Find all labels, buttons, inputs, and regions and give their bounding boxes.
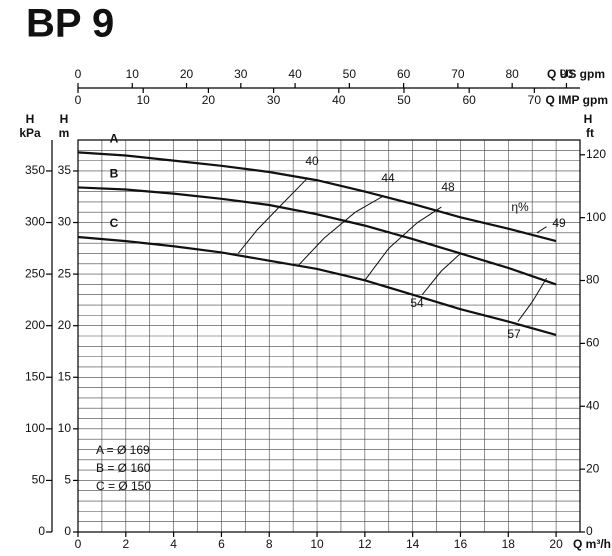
pump-curve	[77, 235, 557, 337]
kpa-tick-label: 250	[25, 266, 45, 280]
kpa-tick-label: 100	[25, 421, 45, 435]
us-tick-label: 10	[126, 67, 140, 81]
ft-axis-symbol: H	[584, 112, 593, 126]
imp-axis-label: Q IMP gpm	[546, 93, 608, 107]
x-axis-label: Q m³/h	[573, 537, 611, 551]
efficiency-line	[536, 226, 547, 234]
imp-tick-label: 0	[75, 93, 82, 107]
imp-tick-label: 10	[137, 93, 151, 107]
legend-entry: A = Ø 169	[96, 443, 150, 457]
us-tick-label: 60	[397, 67, 411, 81]
imp-tick-label: 20	[202, 93, 216, 107]
efficiency-label: 44	[381, 171, 395, 185]
x-tick-label: 4	[170, 537, 177, 551]
efficiency-label: 48	[441, 180, 455, 194]
us-tick-label: 20	[180, 67, 194, 81]
x-tick-label: 20	[549, 537, 563, 551]
y-tick-label: 0	[64, 524, 71, 538]
efficiency-line	[421, 253, 461, 296]
y-axis-symbol: H	[60, 112, 69, 126]
efficiency-label: 57	[507, 327, 521, 341]
pump-curve	[77, 151, 557, 243]
kpa-tick-label: 350	[25, 163, 45, 177]
kpa-axis-symbol: H	[26, 112, 35, 126]
ft-tick-label: 80	[586, 273, 600, 287]
efficiency-title: η%	[511, 200, 529, 214]
y-tick-label: 30	[58, 215, 72, 229]
y-axis-unit: m	[59, 126, 70, 140]
efficiency-label: 40	[305, 154, 319, 168]
imp-tick-label: 50	[397, 93, 411, 107]
curve-label: A	[110, 132, 119, 146]
kpa-tick-label: 300	[25, 215, 45, 229]
ft-tick-label: 120	[586, 147, 606, 161]
legend-entry: B = Ø 160	[96, 461, 151, 475]
us-tick-label: 40	[288, 67, 302, 81]
kpa-tick-label: 150	[25, 369, 45, 383]
ft-tick-label: 20	[586, 461, 600, 475]
y-tick-label: 15	[58, 369, 72, 383]
us-axis-label: Q US gpm	[547, 67, 605, 81]
kpa-axis-unit: kPa	[19, 126, 41, 140]
x-tick-label: 12	[358, 537, 372, 551]
x-tick-label: 10	[310, 537, 324, 551]
us-tick-label: 30	[234, 67, 248, 81]
x-tick-label: 2	[122, 537, 129, 551]
ft-tick-label: 60	[586, 336, 600, 350]
y-tick-label: 20	[58, 318, 72, 332]
x-tick-label: 14	[406, 537, 420, 551]
us-tick-label: 0	[75, 67, 82, 81]
imp-tick-label: 40	[332, 93, 346, 107]
x-tick-label: 18	[502, 537, 516, 551]
us-tick-label: 90	[560, 67, 574, 81]
plot-frame	[77, 139, 581, 533]
ft-tick-label: 0	[586, 524, 593, 538]
efficiency-line	[297, 195, 385, 267]
efficiency-line	[517, 277, 547, 322]
us-tick-label: 80	[505, 67, 519, 81]
imp-tick-label: 60	[462, 93, 476, 107]
curve-label: C	[110, 216, 119, 230]
x-tick-label: 8	[266, 537, 273, 551]
y-tick-label: 25	[58, 266, 72, 280]
kpa-tick-label: 0	[38, 524, 45, 538]
x-tick-label: 0	[75, 537, 82, 551]
pump-curve	[77, 186, 557, 286]
ft-tick-label: 40	[586, 398, 600, 412]
x-tick-label: 16	[454, 537, 468, 551]
us-tick-label: 50	[343, 67, 357, 81]
ft-axis-unit: ft	[586, 126, 594, 140]
kpa-tick-label: 200	[25, 318, 45, 332]
curve-label: B	[110, 167, 119, 181]
x-tick-label: 6	[218, 537, 225, 551]
us-tick-label: 70	[451, 67, 465, 81]
y-tick-label: 5	[64, 473, 71, 487]
legend-entry: C = Ø 150	[96, 479, 151, 493]
imp-tick-label: 70	[528, 93, 542, 107]
efficiency-label: 49	[552, 216, 566, 230]
y-tick-label: 10	[58, 421, 72, 435]
kpa-tick-label: 50	[32, 473, 46, 487]
y-tick-label: 35	[58, 163, 72, 177]
ft-tick-label: 100	[586, 210, 606, 224]
efficiency-line	[237, 177, 308, 254]
imp-tick-label: 30	[267, 93, 281, 107]
efficiency-label: 54	[410, 296, 424, 310]
chart-title: BP 9	[26, 2, 114, 46]
efficiency-line	[364, 206, 442, 281]
